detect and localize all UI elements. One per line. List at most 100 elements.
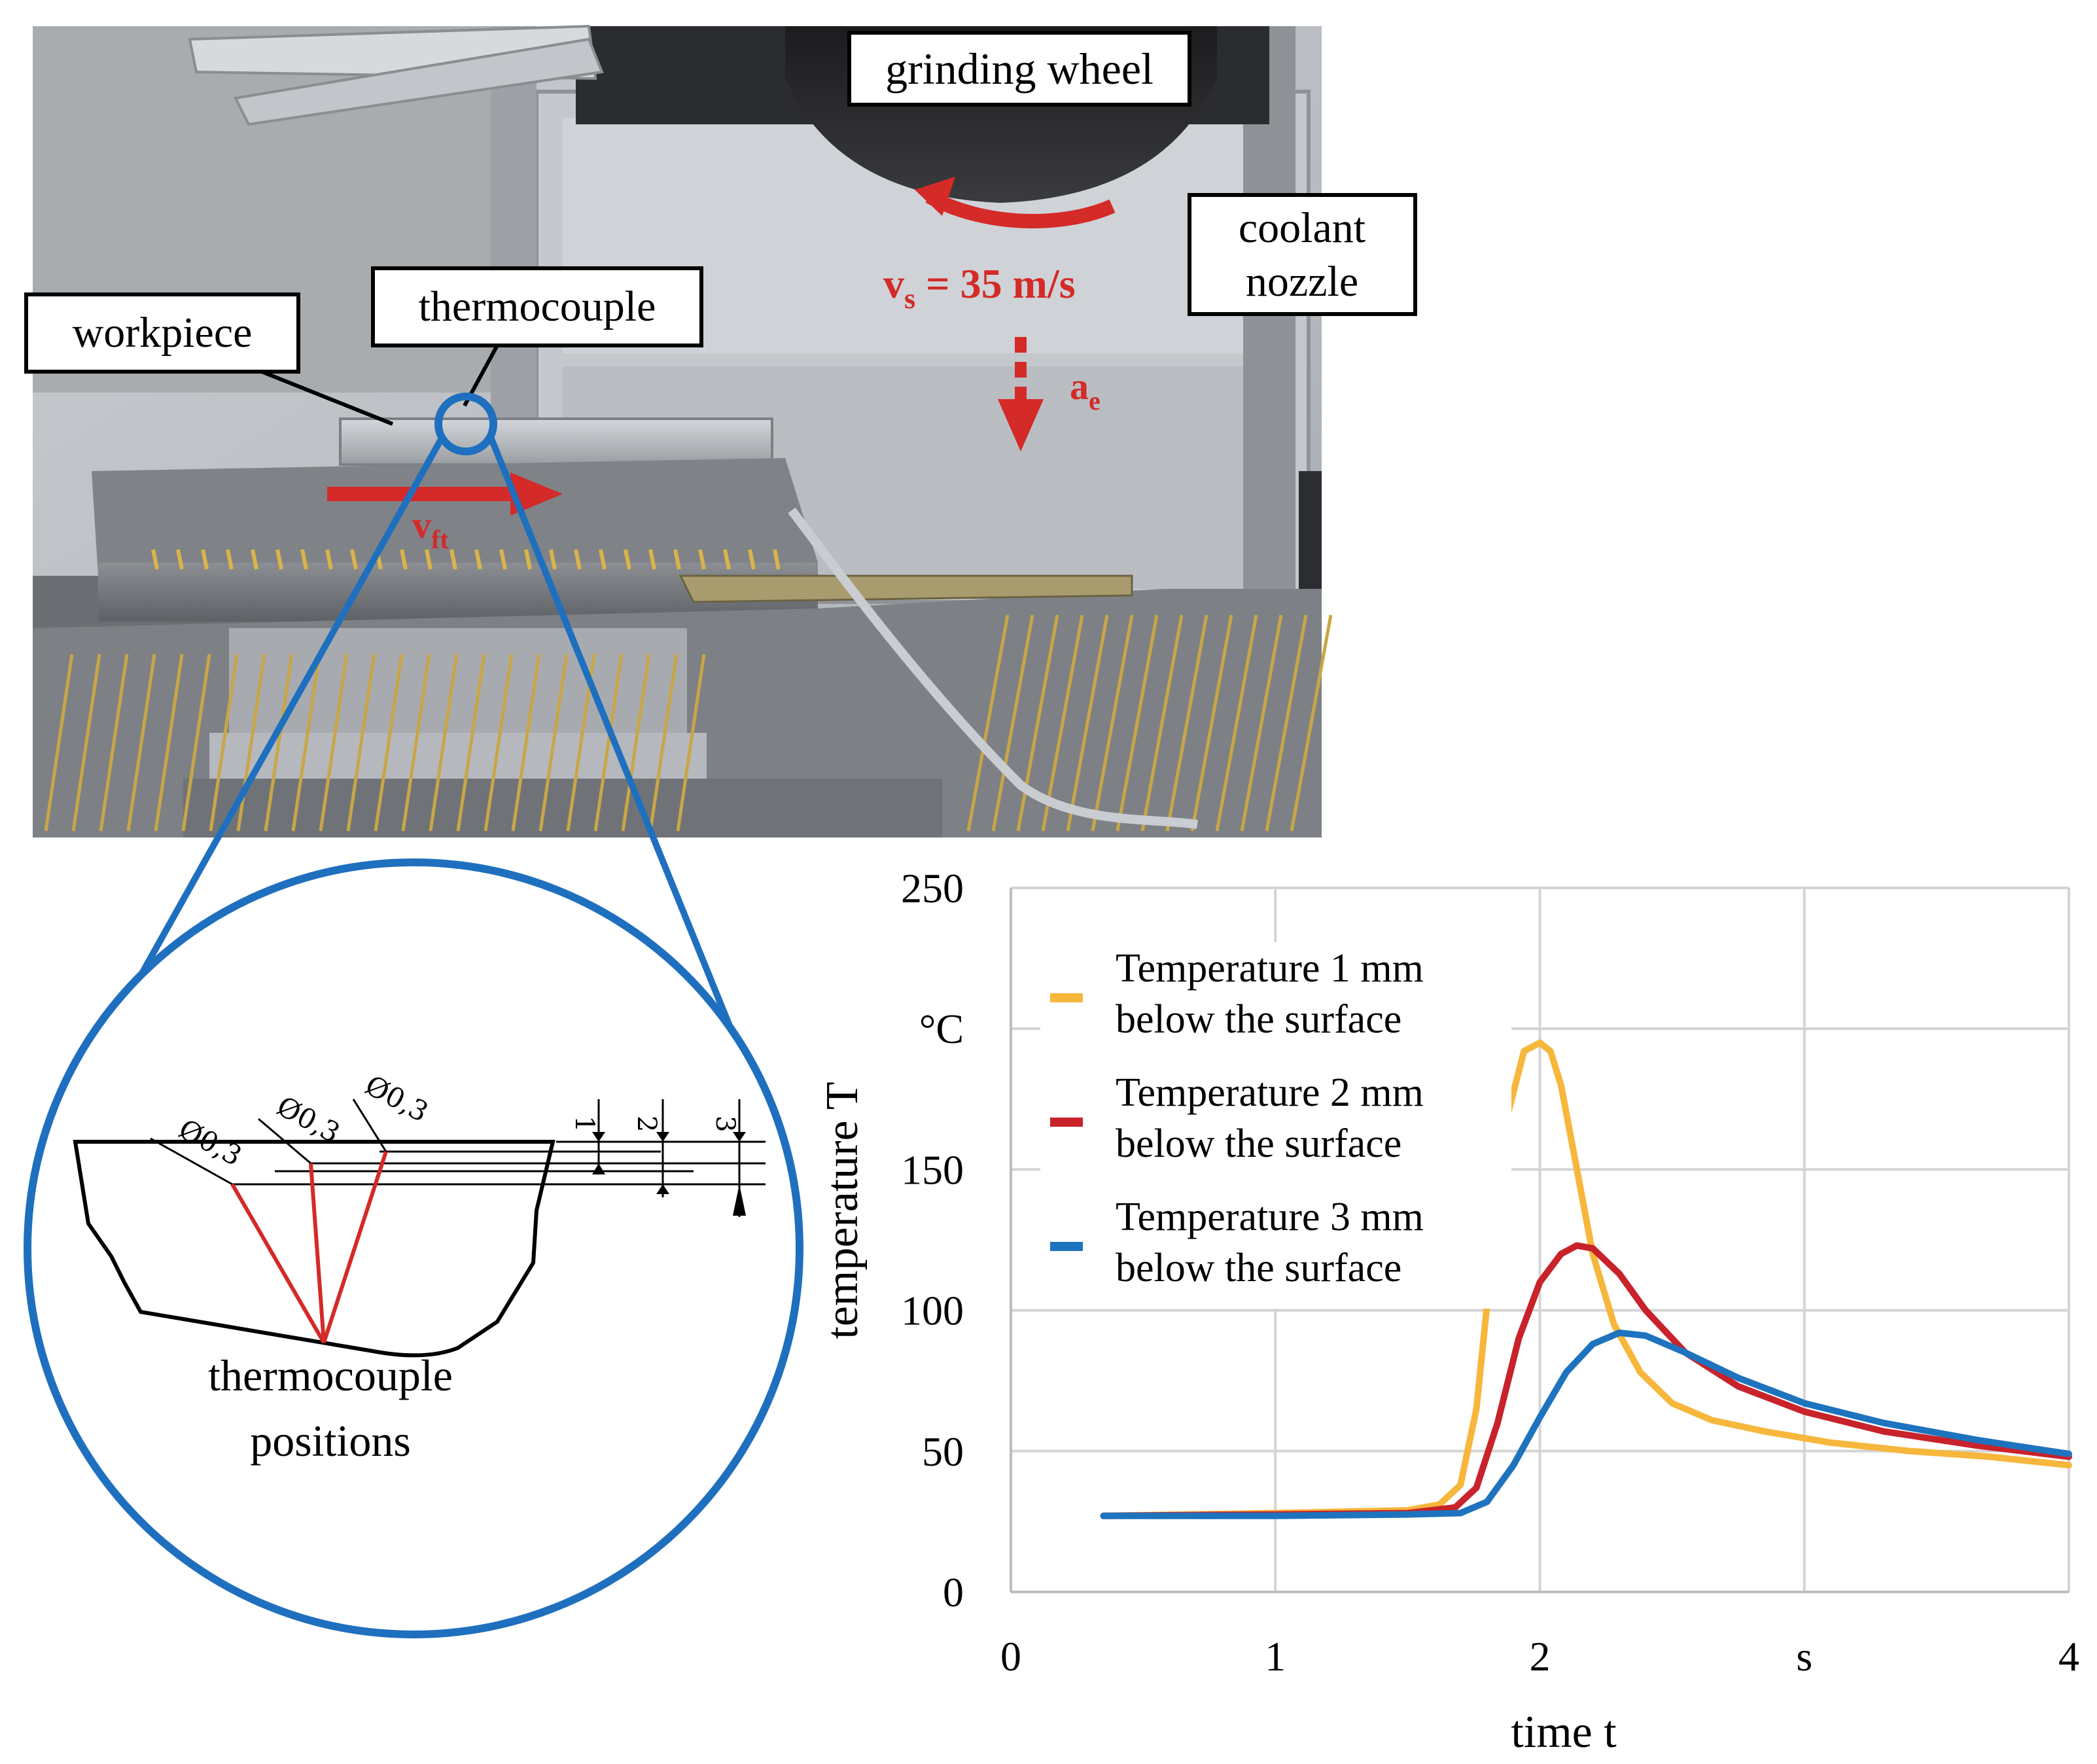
vs-label: vs = 35 m/s: [883, 260, 1076, 315]
table-stripe: [456, 654, 486, 832]
legend-label-3-line2: below the surface: [1116, 1246, 1401, 1290]
legend-label-1-line1: Temperature 1 mm: [1116, 946, 1424, 991]
coolant-nozzle-label-box: [1188, 193, 1417, 316]
grinding-wheel-label: grinding wheel: [885, 44, 1154, 94]
chuck-stripe: [449, 549, 457, 570]
table-stripe-right: [991, 614, 1034, 832]
chuck-stripe: [748, 549, 756, 570]
zoom-line-left: [134, 435, 446, 983]
tc-line-2: [309, 1163, 326, 1343]
table-stripe-right: [1066, 614, 1109, 832]
legend-background: [1040, 942, 1511, 1309]
table-stripe: [429, 654, 459, 832]
chuck-stripe: [350, 549, 358, 570]
ae-symbol: a: [1070, 365, 1089, 408]
chuck-stripe: [251, 549, 258, 570]
table-stripe: [126, 654, 156, 832]
machine-photo: [33, 24, 1333, 838]
chuck-stripe: [176, 549, 184, 570]
magnetic-chuck-top: [92, 458, 818, 576]
chuck-stripe: [773, 549, 781, 570]
table-stripe: [401, 654, 431, 832]
thermocouple-zoom-source: [434, 393, 497, 455]
table-stripe: [44, 654, 74, 832]
dim-arrowhead-1b: [592, 1163, 605, 1174]
table-stripe: [154, 654, 184, 832]
workpiece-label: workpiece: [73, 309, 253, 357]
table-stripe-right: [1240, 614, 1283, 832]
table-stripe: [264, 654, 294, 832]
vft-subscript: ft: [431, 525, 449, 554]
chuck-stripe: [524, 549, 532, 570]
zoom-line-right: [487, 436, 735, 1032]
chuck-stripe: [474, 549, 482, 570]
table-stripe-right: [1116, 614, 1159, 832]
table-base: [183, 779, 942, 838]
legend-label-3-line1: Temperature 3 mm: [1116, 1195, 1424, 1239]
depth-label-1: 1: [569, 1116, 599, 1132]
machine-right-block: [1299, 471, 1322, 589]
workpiece-label-box: [24, 292, 300, 374]
ae-subscript: e: [1089, 386, 1101, 415]
chuck-stripe: [226, 549, 234, 570]
workpiece-leader-line: [260, 370, 394, 426]
table-stripe: [374, 654, 404, 832]
table-stripe: [71, 654, 101, 832]
chuck-stripe: [648, 549, 656, 570]
ae-label: ae: [1070, 365, 1101, 415]
dia-leader-1: [150, 1137, 233, 1186]
grinding-wheel-label-box: [847, 31, 1191, 107]
chart-grid: [1010, 887, 2070, 1593]
dim-arrowhead-2b: [656, 1184, 669, 1194]
chuck-stripe: [325, 549, 333, 570]
detail-circle: [24, 858, 803, 1638]
table-stripe-right: [966, 614, 1010, 832]
table-lever: [678, 574, 1133, 603]
table-stripe-right: [1041, 614, 1084, 832]
ae-arrowhead: [998, 399, 1044, 451]
vft-arrowhead: [510, 472, 563, 516]
chuck-stripe: [624, 549, 631, 570]
table-stripe: [319, 654, 349, 832]
table-stripe-right: [1091, 614, 1134, 832]
series-line-3: [1100, 1330, 2072, 1519]
chart-legend: Temperature 1 mm below the surface Tempera…: [1040, 942, 1511, 1309]
chuck-stripe: [275, 549, 283, 570]
y-axis-label: temperature T: [817, 1082, 868, 1339]
chuck-stripe: [549, 549, 557, 570]
table-stripe: [676, 654, 706, 832]
chuck-stripe: [723, 549, 731, 570]
table-stripe-right: [1016, 614, 1059, 832]
y-tick-label: °C: [919, 1006, 964, 1052]
thermocouple-label-box: [371, 266, 703, 347]
series-line-1: [1100, 1039, 2072, 1519]
y-tick-label: 0: [943, 1569, 964, 1615]
wheel-rotation-arrowhead: [915, 177, 955, 216]
y-tick-label: 150: [901, 1146, 964, 1193]
detail-workpiece-outline: [73, 1140, 555, 1358]
table-stripe: [291, 654, 321, 832]
thermocouple-cable: [788, 507, 1198, 829]
thermocouple-label: thermocouple: [419, 283, 656, 330]
x-tick-label: 2: [1530, 1633, 1551, 1680]
table-stripe: [99, 654, 129, 832]
depth-label-2: 2: [631, 1116, 661, 1132]
temperature-chart: 0 50 100 150 °C 250 0 1 2 s 4 Temperature 1 mm bel…: [817, 865, 2079, 1757]
chuck-stripe: [698, 549, 706, 570]
chuck-stripe: [300, 549, 308, 570]
x-axis-label: time t: [1511, 1707, 1617, 1757]
chuck-stripe: [499, 549, 507, 570]
x-tick-label: 0: [1000, 1633, 1021, 1680]
tc-line-3: [322, 1151, 388, 1343]
table-stripe: [209, 654, 239, 832]
chuck-stripe: [151, 549, 159, 570]
x-tick-label: 4: [2058, 1633, 2079, 1680]
dia-leader-3: [352, 1099, 387, 1152]
table-stripe-right: [1165, 614, 1208, 832]
legend-label-2-line1: Temperature 2 mm: [1116, 1070, 1424, 1115]
chuck-stripe: [201, 549, 209, 570]
x-tick-label: 1: [1265, 1633, 1286, 1680]
table-stripe: [236, 654, 266, 832]
